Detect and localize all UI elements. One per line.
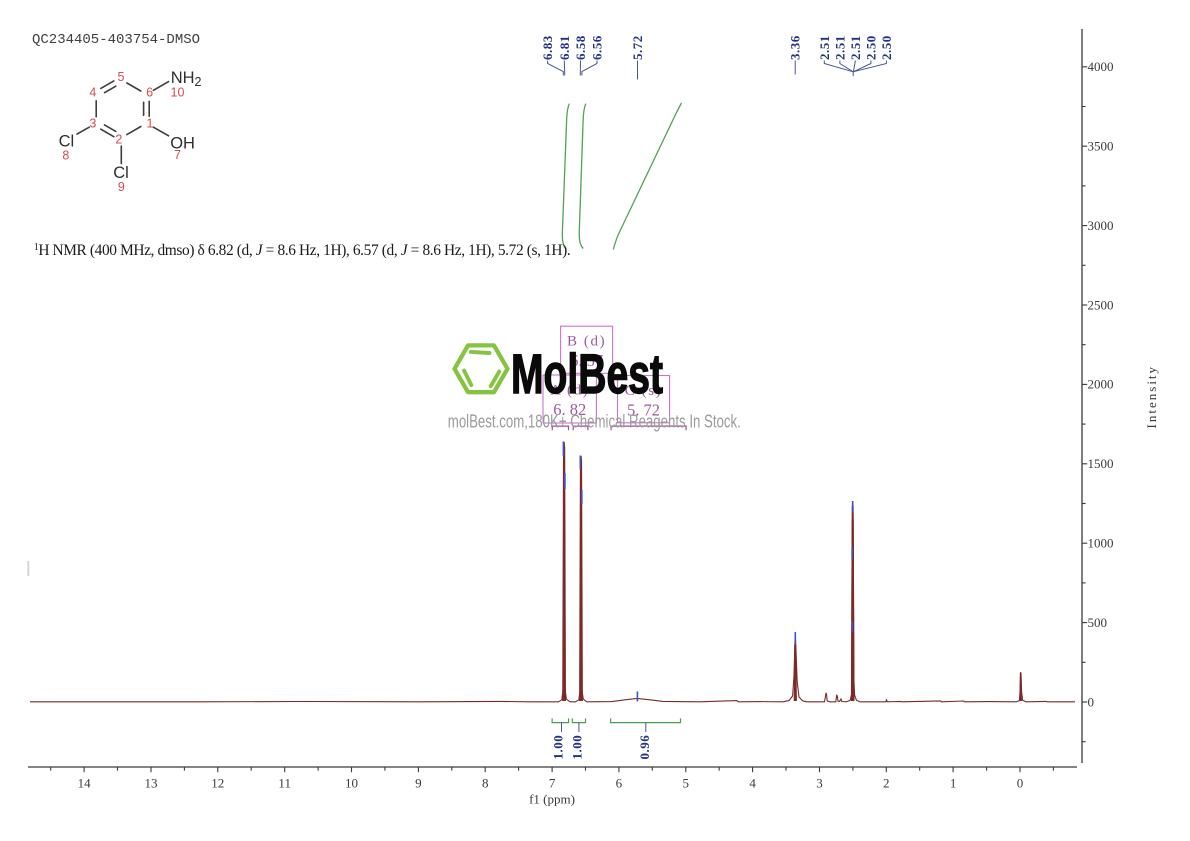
svg-text:3500: 3500 — [1088, 139, 1114, 154]
svg-text:B (d): B (d) — [567, 334, 606, 350]
svg-text:5. 72: 5. 72 — [627, 401, 660, 420]
svg-text:9: 9 — [415, 776, 422, 791]
svg-text:2.50: 2.50 — [864, 35, 879, 60]
svg-text:500: 500 — [1088, 615, 1108, 630]
svg-text:2.51: 2.51 — [833, 35, 848, 60]
svg-text:1: 1 — [950, 776, 957, 791]
svg-text:10: 10 — [345, 776, 358, 791]
svg-text:2500: 2500 — [1088, 297, 1114, 312]
svg-text:10: 10 — [171, 85, 185, 99]
svg-text:3000: 3000 — [1088, 218, 1114, 233]
svg-text:8: 8 — [62, 148, 69, 162]
svg-text:2.51: 2.51 — [848, 35, 863, 60]
svg-text:5: 5 — [118, 70, 125, 84]
svg-text:11: 11 — [278, 776, 291, 791]
svg-text:1.00: 1.00 — [569, 735, 584, 760]
svg-text:8: 8 — [482, 776, 489, 791]
svg-text:QC234405-403754-DMSO: QC234405-403754-DMSO — [32, 32, 200, 48]
svg-text:7: 7 — [174, 148, 181, 162]
svg-text:4: 4 — [89, 86, 96, 100]
svg-text:0.96: 0.96 — [637, 735, 652, 760]
svg-text:3.36: 3.36 — [787, 35, 802, 60]
svg-text:4: 4 — [749, 776, 756, 791]
svg-text:2.51: 2.51 — [817, 35, 832, 60]
svg-text:14: 14 — [78, 776, 92, 791]
svg-text:2: 2 — [883, 776, 890, 791]
svg-text:1000: 1000 — [1088, 536, 1114, 551]
svg-text:6: 6 — [146, 86, 153, 100]
svg-text:6. 82: 6. 82 — [553, 400, 586, 419]
svg-text:0: 0 — [1088, 694, 1095, 709]
svg-text:9: 9 — [118, 180, 125, 194]
svg-text:6.81: 6.81 — [557, 35, 572, 60]
svg-text:4000: 4000 — [1088, 59, 1114, 74]
svg-text:NH2: NH2 — [171, 69, 202, 89]
svg-text:1: 1 — [147, 117, 154, 131]
svg-text:C (s): C (s) — [625, 383, 663, 399]
svg-text:0: 0 — [1017, 776, 1024, 791]
svg-text:f1 (ppm): f1 (ppm) — [529, 792, 575, 807]
svg-text:Cl: Cl — [59, 132, 75, 150]
svg-text:2.50: 2.50 — [879, 35, 894, 60]
svg-text:6.56: 6.56 — [590, 35, 605, 60]
svg-text:3: 3 — [89, 117, 96, 131]
svg-text:5: 5 — [683, 776, 690, 791]
svg-text:molBest.com,180K+ Chemical Rea: molBest.com,180K+ Chemical Reagents In S… — [448, 412, 741, 432]
svg-text:2000: 2000 — [1088, 377, 1114, 392]
svg-text:Cl: Cl — [113, 164, 129, 182]
svg-text:OH: OH — [170, 135, 195, 153]
svg-text:Intensity: Intensity — [1144, 365, 1159, 429]
svg-text:1.00: 1.00 — [551, 735, 566, 760]
svg-text:6.83: 6.83 — [540, 35, 555, 60]
svg-text:A (d): A (d) — [550, 383, 589, 399]
svg-text:12: 12 — [211, 776, 224, 791]
svg-text:1H NMR (400 MHz, dmso) δ 6.82: 1H NMR (400 MHz, dmso) δ 6.82 (d, J = 8.… — [34, 242, 571, 259]
svg-text:13: 13 — [145, 776, 158, 791]
svg-text:1500: 1500 — [1088, 456, 1114, 471]
svg-text:6. 57: 6. 57 — [570, 351, 603, 370]
svg-text:6.58: 6.58 — [573, 35, 588, 60]
svg-text:MolBest: MolBest — [511, 342, 663, 405]
svg-text:7: 7 — [549, 776, 556, 791]
svg-text:2: 2 — [115, 133, 122, 147]
svg-text:5.72: 5.72 — [630, 35, 645, 60]
svg-text:3: 3 — [816, 776, 823, 791]
svg-text:6: 6 — [616, 776, 623, 791]
